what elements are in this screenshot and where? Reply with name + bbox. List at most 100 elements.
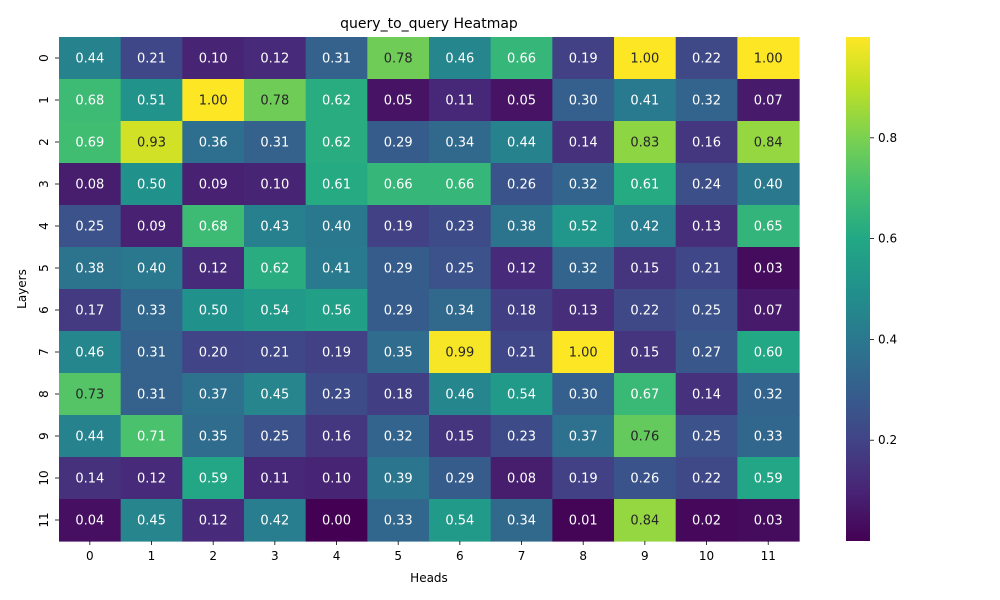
cell-value-label: 0.25 <box>75 220 104 235</box>
heatmap-cell <box>614 37 677 80</box>
cell-value-label: 0.46 <box>445 52 474 67</box>
heatmap-cell <box>490 247 553 290</box>
heatmap-cell <box>182 415 245 458</box>
heatmap-cell <box>120 289 183 332</box>
heatmap-cell <box>429 289 492 332</box>
heatmap-cell <box>120 247 183 290</box>
heatmap-cell <box>59 247 122 290</box>
cell-value-label: 0.12 <box>199 514 228 529</box>
heatmap-cell <box>59 331 122 374</box>
cell-value-label: 0.38 <box>75 262 104 277</box>
heatmap-cell <box>429 373 492 416</box>
heatmap-cell <box>182 331 245 374</box>
cell-value-label: 0.66 <box>507 52 536 67</box>
cell-value-label: 0.10 <box>260 178 289 193</box>
heatmap-cell <box>244 163 307 206</box>
heatmap-cell <box>737 37 800 80</box>
heatmap-cell <box>182 79 245 122</box>
cell-value-label: 0.54 <box>507 388 536 403</box>
heatmap-cell <box>182 289 245 332</box>
cell-value-label: 0.21 <box>260 346 289 361</box>
cell-value-label: 0.52 <box>569 220 598 235</box>
cell-value-label: 0.45 <box>137 514 166 529</box>
heatmap-cell <box>552 499 615 542</box>
heatmap-cell <box>367 415 430 458</box>
heatmap-cell <box>244 79 307 122</box>
heatmap-cell <box>614 289 677 332</box>
cell-value-label: 0.03 <box>754 514 783 529</box>
heatmap-cell <box>182 499 245 542</box>
y-tick-label: 11 <box>37 512 51 527</box>
cell-value-label: 0.84 <box>630 514 659 529</box>
heatmap-cell <box>737 415 800 458</box>
heatmap-cell <box>429 37 492 80</box>
heatmap-cell <box>367 205 430 248</box>
heatmap-cell <box>614 205 677 248</box>
heatmap-cell <box>675 205 738 248</box>
cell-value-label: 0.20 <box>199 346 228 361</box>
y-axis: 0 1 2 3 4 5 6 7 8 9 10 11 <box>37 54 59 528</box>
cell-value-label: 0.27 <box>692 346 721 361</box>
heatmap-cell <box>490 415 553 458</box>
heatmap-cell <box>59 205 122 248</box>
heatmap-cell <box>675 289 738 332</box>
cell-value-label: 0.66 <box>445 178 474 193</box>
cell-value-label: 0.76 <box>630 430 659 445</box>
cell-value-label: 0.42 <box>630 220 659 235</box>
heatmap-cell <box>120 163 183 206</box>
heatmap-cell <box>490 373 553 416</box>
heatmap-cell <box>120 79 183 122</box>
heatmap-cell <box>120 415 183 458</box>
heatmap-cell <box>59 289 122 332</box>
heatmap-cell <box>59 121 122 164</box>
heatmap-cell <box>675 163 738 206</box>
heatmap-cell <box>182 457 245 500</box>
heatmap-cell <box>737 331 800 374</box>
heatmap-cell <box>305 499 368 542</box>
cell-value-label: 0.11 <box>260 472 289 487</box>
heatmap-cell <box>367 163 430 206</box>
cell-value-label: 0.25 <box>445 262 474 277</box>
heatmap-cell <box>552 331 615 374</box>
cell-value-label: 0.10 <box>199 52 228 67</box>
cell-value-label: 0.38 <box>507 220 536 235</box>
heatmap-cell <box>244 331 307 374</box>
y-tick-label: 9 <box>37 432 51 440</box>
heatmap-cell <box>367 373 430 416</box>
heatmap-cell <box>429 163 492 206</box>
heatmap-cell <box>552 163 615 206</box>
cell-value-label: 0.29 <box>384 262 413 277</box>
heatmap-cell <box>552 457 615 500</box>
cell-value-label: 0.12 <box>137 472 166 487</box>
cell-value-label: 0.09 <box>137 220 166 235</box>
heatmap-cell <box>552 289 615 332</box>
y-tick-label: 4 <box>37 222 51 230</box>
cell-value-label: 0.62 <box>322 94 351 109</box>
cell-value-label: 0.61 <box>322 178 351 193</box>
cell-value-label: 0.14 <box>75 472 104 487</box>
heatmap-cell <box>490 331 553 374</box>
y-tick-label: 7 <box>37 348 51 356</box>
x-tick-label: 9 <box>641 549 649 563</box>
cell-value-label: 0.32 <box>569 262 598 277</box>
y-tick-label: 1 <box>37 96 51 104</box>
cell-value-label: 0.44 <box>75 52 104 67</box>
heatmap-cell <box>675 331 738 374</box>
cell-value-label: 0.93 <box>137 136 166 151</box>
heatmap-cell <box>244 121 307 164</box>
cell-value-label: 0.19 <box>322 346 351 361</box>
cell-value-label: 0.32 <box>569 178 598 193</box>
heatmap-cell <box>675 457 738 500</box>
heatmap-cell <box>305 331 368 374</box>
cell-value-label: 0.13 <box>569 304 598 319</box>
cell-value-label: 0.21 <box>692 262 721 277</box>
heatmap-cell <box>182 247 245 290</box>
heatmap-cell <box>737 373 800 416</box>
cell-value-label: 0.00 <box>322 514 351 529</box>
cell-value-label: 0.31 <box>260 136 289 151</box>
cell-value-label: 0.62 <box>260 262 289 277</box>
heatmap-cell <box>59 79 122 122</box>
heatmap-cell <box>305 79 368 122</box>
heatmap-cell <box>614 163 677 206</box>
cell-value-label: 0.36 <box>199 136 228 151</box>
